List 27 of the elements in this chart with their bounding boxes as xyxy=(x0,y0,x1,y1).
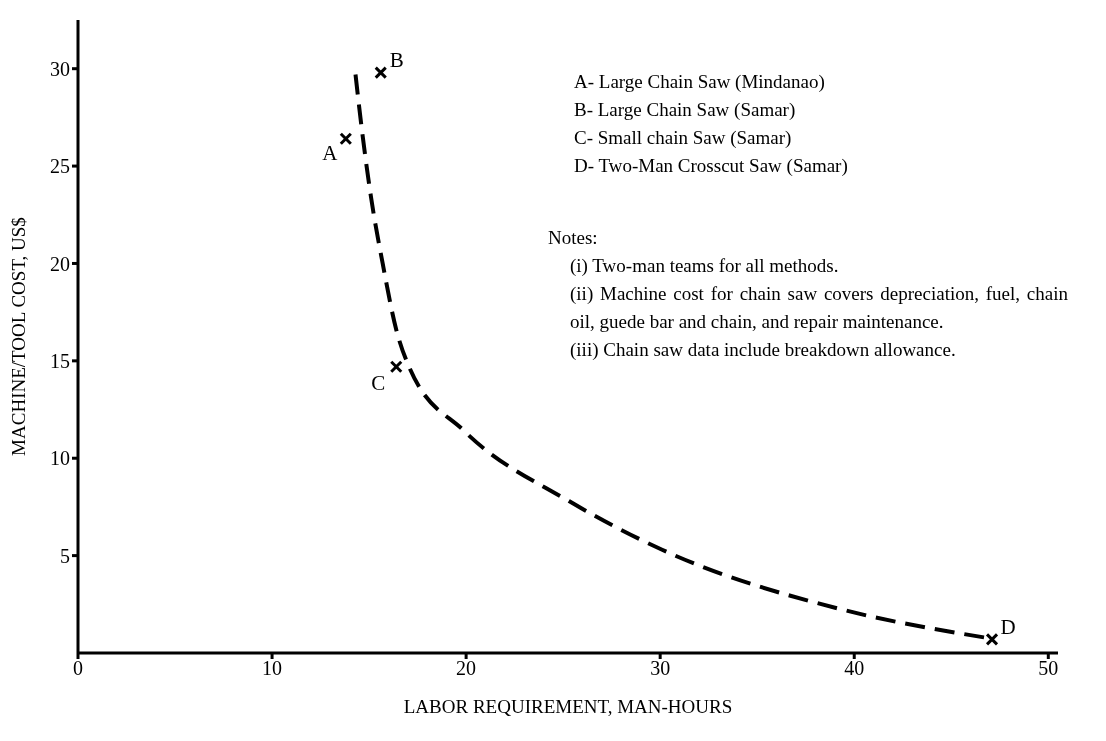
y-tick-label: 25 xyxy=(50,155,70,178)
y-axis-title: MACHINE/TOOL COST, US$ xyxy=(7,217,29,456)
annotation: Notes: xyxy=(548,226,599,250)
y-tick-label: 30 xyxy=(50,57,70,80)
x-tick-label: 50 xyxy=(1038,657,1059,680)
x-tick-label: 20 xyxy=(456,657,477,680)
annotation: (iii) Chain saw data include breakdown allowance. xyxy=(569,338,957,362)
annotation: B xyxy=(389,48,404,73)
x-tick-label: 30 xyxy=(650,657,671,680)
y-tick-label: 20 xyxy=(50,252,70,275)
annotation: (ii) Machine cost for chain saw covers depreciation, fuel, chain oil, guede bar and chain, and repair maintenance. xyxy=(569,282,1068,334)
x-tick-label: 0 xyxy=(73,657,83,680)
line-series xyxy=(353,72,987,640)
annotation: C- Small chain Saw (Samar) xyxy=(573,126,793,150)
y-tick-label: 15 xyxy=(50,349,70,372)
y-tick-label: 10 xyxy=(50,447,70,470)
annotation: A- Large Chain Saw (Mindanao) xyxy=(573,70,826,94)
x-tick-label: 40 xyxy=(844,657,865,680)
y-tick-label: 5 xyxy=(60,544,70,567)
x-axis-title: LABOR REQUIREMENT, MAN-HOURS xyxy=(403,696,733,717)
x-tick-label: 10 xyxy=(262,657,283,680)
annotation: D- Two-Man Crosscut Saw (Samar) xyxy=(573,154,849,178)
annotation: (i) Two-man teams for all methods. xyxy=(569,254,840,278)
annotation: B- Large Chain Saw (Samar) xyxy=(573,98,797,122)
annotation: D xyxy=(1000,615,1016,640)
annotation: A xyxy=(322,140,339,165)
annotation: C xyxy=(371,370,386,395)
